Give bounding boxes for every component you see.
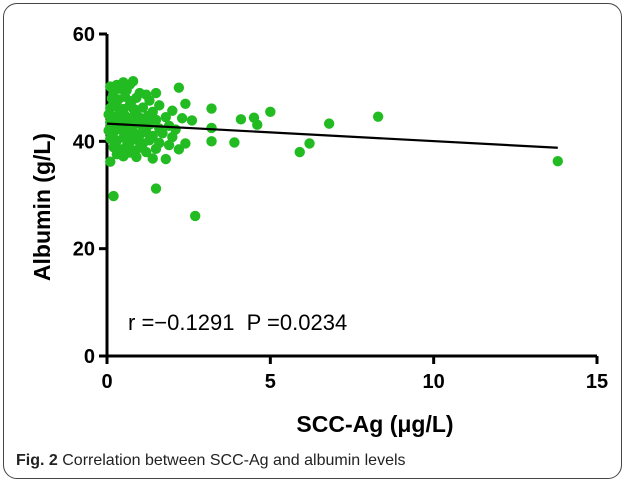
data-point: [190, 210, 201, 222]
data-point: [252, 119, 263, 130]
data-point: [167, 105, 178, 116]
data-point: [176, 113, 188, 124]
data-point: [142, 110, 154, 122]
data-point: [173, 144, 185, 155]
data-point: [372, 111, 384, 122]
x-tick-label: 15: [586, 371, 608, 393]
x-tick-label: 5: [265, 371, 276, 393]
y-tick-label: 0: [84, 346, 95, 368]
data-point: [144, 95, 155, 106]
data-point: [206, 122, 217, 134]
data-point: [147, 153, 158, 164]
data-point: [206, 136, 217, 147]
data-point: [114, 106, 126, 117]
data-point: [127, 76, 139, 87]
figure-label: Fig. 2: [16, 452, 58, 469]
data-point: [552, 155, 563, 167]
data-point: [150, 143, 162, 155]
y-tick-label: 40: [73, 131, 95, 153]
data-point: [157, 128, 168, 139]
x-tick-label: 10: [423, 371, 445, 393]
data-point: [167, 131, 178, 143]
x-tick-label: 0: [101, 371, 112, 393]
data-point: [304, 138, 315, 149]
data-point: [186, 115, 198, 126]
x-axis-title: SCC-Ag (μg/L): [296, 411, 453, 437]
data-point: [108, 98, 119, 109]
trend-line: [106, 122, 558, 149]
data-point: [160, 153, 171, 165]
scatter-chart: 0 20 40 60 0 5 10 15 SCC-Ag (μg/L) Albumin (g/L) r…: [29, 24, 608, 437]
data-point: [265, 106, 276, 118]
correlation-annotation: r =−0.1291 P =0.0234: [128, 310, 347, 335]
data-point: [141, 146, 152, 158]
data-point: [108, 190, 119, 202]
data-point: [137, 102, 149, 113]
data-point: [206, 103, 217, 114]
data-point: [160, 111, 171, 123]
y-tick-label: 20: [73, 239, 95, 261]
figure-caption: Fig. 2 Correlation between SCC-Ag and al…: [16, 452, 406, 470]
data-point: [150, 87, 162, 99]
data-point: [173, 82, 185, 93]
y-tick-label: 60: [73, 24, 95, 46]
data-point: [180, 98, 191, 109]
data-point: [131, 92, 142, 104]
data-point: [144, 135, 155, 146]
y-axis-title: Albumin (g/L): [29, 133, 55, 281]
data-point: [131, 151, 142, 163]
data-point: [154, 100, 165, 111]
data-point: [150, 183, 162, 194]
data-point: [126, 131, 137, 142]
data-point: [235, 114, 247, 125]
data-point: [105, 156, 116, 167]
data-point: [323, 118, 335, 129]
data-point: [163, 139, 175, 151]
data-point: [134, 112, 145, 123]
figure-caption-text: Correlation between SCC-Ag and albumin l…: [62, 452, 406, 469]
data-point: [106, 114, 118, 126]
data-point: [127, 103, 139, 114]
data-point: [294, 146, 305, 158]
data-point: [229, 137, 240, 148]
